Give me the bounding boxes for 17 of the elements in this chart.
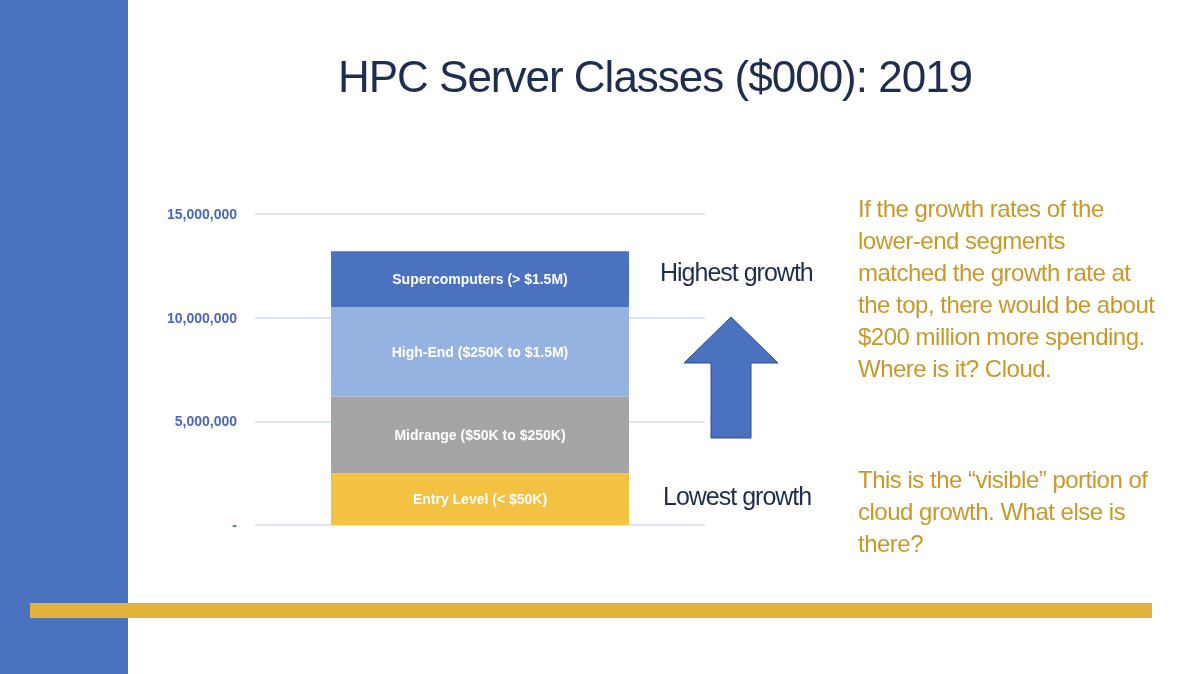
- series-label: High-End ($250K to $1.5M): [391, 343, 569, 360]
- bar: [331, 251, 629, 308]
- text: Lowest growth: [663, 482, 812, 511]
- bar: [331, 473, 629, 525]
- bar: [331, 396, 629, 474]
- series-label: Midrange ($50K to $250K): [394, 426, 566, 443]
- y-tick-label: 15,000,000: [166, 206, 238, 222]
- bar: [331, 307, 629, 397]
- text: This is the “visible” portion of cloud growth. What else is there?: [858, 465, 1149, 559]
- series-label: Supercomputers (> $1.5M): [392, 271, 568, 288]
- text: Highest growth: [660, 258, 813, 287]
- y-tick-label: 10,000,000: [166, 309, 238, 326]
- series-label: Entry Level (< $50K): [412, 491, 548, 508]
- y-tick-label: -: [232, 517, 238, 533]
- text: If the growth rates of the lower-end segments matched the growth rate at the top, there would be about $200 million more spending. Where is it? Cloud.: [858, 194, 1156, 384]
- y-tick-label: 5,000,000: [174, 413, 238, 430]
- chart-title: HPC Server Classes ($000): 2019: [336, 52, 974, 102]
